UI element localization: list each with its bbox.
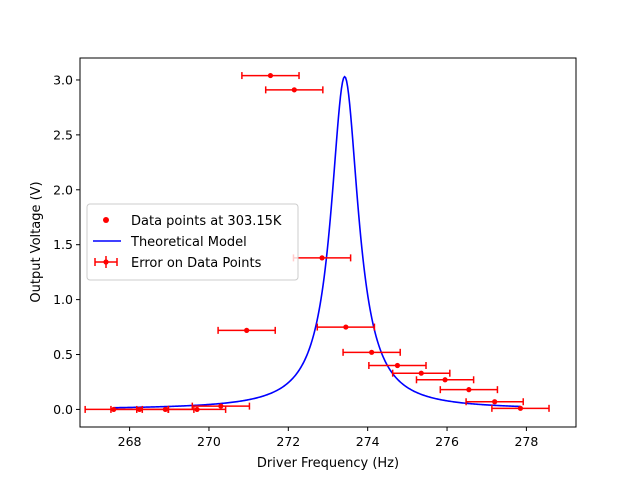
point-marker bbox=[244, 327, 250, 333]
y-tick-label: 0.0 bbox=[53, 402, 73, 417]
data-points-series bbox=[84, 72, 550, 413]
data-point bbox=[264, 86, 324, 94]
point-marker bbox=[492, 399, 498, 405]
y-tick-label: 0.5 bbox=[53, 347, 73, 362]
data-point bbox=[465, 398, 524, 406]
x-tick-label: 268 bbox=[118, 434, 142, 449]
point-marker bbox=[162, 406, 168, 413]
data-point bbox=[415, 376, 475, 384]
data-point bbox=[191, 402, 251, 410]
point-marker bbox=[418, 370, 424, 376]
legend-label-data-points: Data points at 303.15K bbox=[131, 214, 282, 229]
point-marker bbox=[369, 349, 375, 355]
x-tick-label: 270 bbox=[197, 434, 221, 449]
data-point bbox=[217, 326, 276, 334]
legend-label-error: Error on Data Points bbox=[131, 256, 262, 271]
x-axis: 268 270 272 274 276 278 bbox=[118, 427, 538, 449]
legend-label-model: Theoretical Model bbox=[130, 235, 247, 250]
y-tick-label: 1.5 bbox=[53, 237, 73, 252]
point-marker bbox=[218, 403, 224, 409]
y-tick-label: 3.0 bbox=[53, 72, 73, 87]
x-tick-label: 272 bbox=[276, 434, 300, 449]
y-tick-label: 2.0 bbox=[53, 182, 73, 197]
point-marker bbox=[442, 377, 448, 383]
data-point bbox=[292, 254, 352, 262]
data-point bbox=[167, 405, 227, 413]
y-axis: 0.0 0.5 1.0 1.5 2.0 2.5 3.0 bbox=[53, 72, 80, 417]
x-tick-label: 278 bbox=[514, 434, 538, 449]
data-point bbox=[439, 386, 499, 394]
data-point bbox=[241, 72, 300, 80]
point-marker bbox=[319, 255, 325, 261]
y-tick-label: 2.5 bbox=[53, 127, 73, 142]
legend: Data points at 303.15K Theoretical Model… bbox=[86, 203, 299, 281]
model-line bbox=[113, 75, 521, 409]
data-point bbox=[491, 404, 550, 412]
point-marker bbox=[291, 87, 297, 93]
point-marker bbox=[394, 362, 401, 369]
data-point bbox=[368, 362, 427, 369]
data-point bbox=[316, 323, 376, 331]
point-marker bbox=[267, 72, 274, 79]
point-marker bbox=[343, 324, 349, 330]
legend-box bbox=[86, 203, 299, 281]
plot-frame bbox=[79, 57, 577, 428]
model-series bbox=[113, 75, 521, 409]
y-axis-label: Output Voltage (V) bbox=[29, 181, 44, 302]
legend-marker-data-points bbox=[103, 217, 109, 223]
point-marker bbox=[194, 406, 200, 413]
point-marker bbox=[517, 405, 524, 411]
legend-marker-error bbox=[94, 256, 118, 268]
x-axis-label: Driver Frequency (Hz) bbox=[257, 456, 399, 471]
y-tick-label: 1.0 bbox=[53, 292, 73, 307]
point-marker bbox=[466, 387, 472, 393]
data-point bbox=[391, 369, 451, 377]
x-tick-label: 276 bbox=[435, 434, 459, 449]
x-tick-label: 274 bbox=[356, 434, 380, 449]
data-point bbox=[342, 348, 401, 356]
